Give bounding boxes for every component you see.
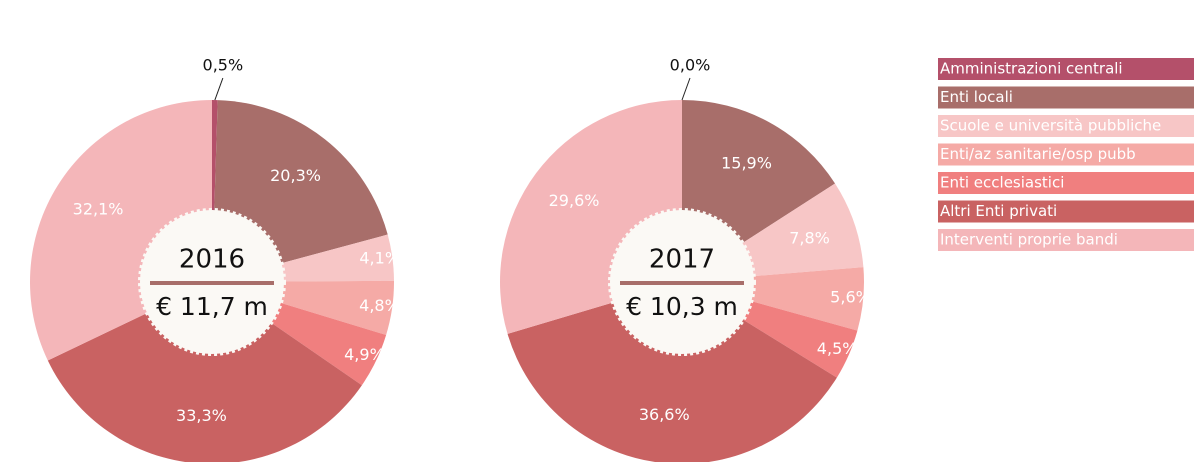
legend-label: Altri Enti privati [940, 202, 1057, 220]
value-label: 20,3% [270, 166, 321, 185]
value-label: 32,1% [73, 200, 124, 219]
pie-slice [47, 282, 362, 462]
value-label: 0,5% [203, 56, 244, 75]
center-subtitle: € 11,7 m [156, 292, 268, 321]
legend-label: Enti/az sanitarie/osp pubb [940, 145, 1136, 163]
legend-label: Interventi proprie bandi [940, 231, 1118, 249]
value-label: 29,6% [549, 191, 600, 210]
center-subtitle: € 10,3 m [626, 292, 738, 321]
value-label: 0,0% [670, 56, 711, 75]
center-rule [150, 281, 274, 285]
value-label: 33,3% [176, 406, 227, 425]
pie-slice [507, 282, 837, 462]
legend-swatch [938, 58, 1194, 80]
legend-label: Enti ecclesiastici [940, 174, 1064, 192]
legend-swatch [938, 143, 1194, 166]
value-label: 4,5% [817, 339, 858, 358]
legend-label: Amministrazioni centrali [940, 60, 1123, 78]
legend-label: Scuole e università pubbliche [940, 117, 1161, 135]
legend-swatch [938, 115, 1194, 137]
value-label: 7,8% [789, 228, 830, 247]
legend-swatch [938, 172, 1194, 194]
center-title: 2016 [179, 245, 245, 275]
value-label: 15,9% [721, 153, 772, 172]
center-rule [620, 281, 744, 285]
legend-swatch [938, 200, 1194, 223]
value-label: 36,6% [639, 405, 690, 424]
value-label: 4,8% [359, 296, 400, 315]
leader-line [681, 77, 691, 101]
leader-line [214, 77, 224, 101]
value-label: 4,1% [359, 249, 400, 268]
legend-swatch [938, 86, 1194, 109]
value-label: 5,6% [830, 287, 871, 306]
center-title: 2017 [649, 245, 715, 275]
legend-swatch [938, 229, 1194, 251]
legend-label: Enti locali [940, 88, 1013, 106]
value-label: 4,9% [344, 345, 385, 364]
